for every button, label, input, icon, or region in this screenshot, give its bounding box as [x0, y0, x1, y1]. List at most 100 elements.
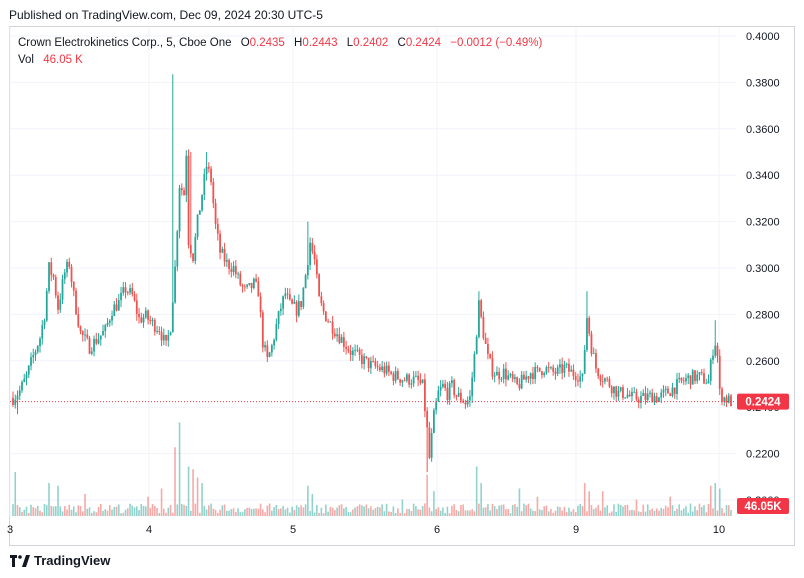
candle — [93, 335, 95, 357]
candle — [432, 408, 435, 434]
candle-body — [212, 181, 215, 204]
candle — [655, 392, 658, 404]
candle-body — [115, 304, 118, 311]
candle-body — [187, 155, 190, 245]
candle — [556, 364, 559, 377]
candle-body — [185, 155, 188, 196]
candle-body — [140, 317, 143, 323]
close-value: 0.2424 — [405, 37, 442, 49]
candle — [104, 323, 107, 338]
time-axis[interactable]: 3 4 5 6 9 10 — [7, 524, 725, 536]
volume-bar — [469, 510, 471, 516]
candle — [115, 298, 118, 312]
candle-body — [453, 380, 456, 396]
candle — [297, 294, 300, 318]
candle — [45, 288, 48, 322]
candle-body — [207, 166, 210, 169]
volume-bar — [374, 508, 377, 516]
volume-bar — [309, 511, 311, 516]
volume-bar — [358, 504, 361, 516]
candle — [183, 187, 185, 196]
volume-bar — [120, 513, 122, 516]
volume-bar — [408, 508, 410, 516]
candle-body — [615, 386, 618, 397]
candle-body — [169, 332, 172, 336]
candle-body — [460, 392, 462, 401]
candle-body — [556, 367, 559, 374]
volume-bar — [691, 511, 694, 516]
candle — [676, 372, 678, 400]
candle — [322, 300, 325, 315]
candle-body — [275, 324, 278, 340]
candle — [81, 330, 84, 342]
candle-body — [604, 378, 606, 382]
candle — [408, 373, 411, 388]
candle-body — [581, 373, 584, 377]
volume-bar — [444, 512, 446, 516]
candle-body — [138, 313, 140, 318]
volume-bar — [102, 510, 104, 516]
price-axis[interactable]: 0.4000 0.3800 0.3600 0.3400 0.3200 0.3000 0.28… — [746, 31, 780, 507]
volume-bar — [208, 505, 210, 516]
candle — [448, 381, 451, 406]
candle-body — [507, 375, 510, 380]
candle-body — [322, 303, 325, 312]
volume-bar — [669, 496, 672, 516]
candle — [529, 372, 532, 385]
volume-bar — [372, 509, 374, 516]
volume-bar — [117, 504, 120, 516]
volume-bar — [32, 507, 35, 516]
volume-bar — [79, 505, 82, 516]
candle — [291, 298, 293, 305]
candle-body — [77, 314, 80, 327]
candle-body — [599, 376, 602, 382]
candle — [509, 372, 512, 378]
time-tick-label: 4 — [146, 524, 152, 536]
candle-body — [694, 370, 696, 381]
volume-bar — [334, 510, 336, 516]
candle-body — [318, 274, 321, 297]
candle — [660, 388, 663, 404]
candle — [588, 315, 591, 337]
candle-body — [387, 365, 390, 372]
candle-body — [198, 210, 201, 215]
volume-bar — [163, 508, 165, 516]
tradingview-brand[interactable]: TradingView — [10, 553, 110, 568]
candle — [637, 396, 640, 409]
legend-volume-row: Vol 46.05 K — [18, 52, 542, 69]
volume-bar — [651, 508, 654, 516]
price-tick-label: 0.3000 — [746, 263, 780, 275]
candle-body — [624, 397, 627, 399]
time-tick-label: 5 — [290, 524, 296, 536]
candle — [169, 331, 172, 336]
candle — [464, 399, 467, 409]
candle — [243, 284, 246, 292]
volume-bar — [579, 504, 581, 516]
candle — [705, 378, 708, 385]
candle-body — [597, 368, 600, 377]
volume-bar — [439, 510, 442, 516]
volume-bar — [595, 507, 597, 516]
candle-body — [32, 355, 35, 358]
candle-body — [408, 374, 411, 385]
symbol-name[interactable]: Crown Electrokinetics Corp., 5, Cboe One — [18, 37, 232, 49]
candle-body — [410, 383, 413, 385]
candle-body — [313, 251, 316, 260]
volume-bar — [570, 511, 572, 516]
candle-body — [304, 275, 307, 289]
candle-body — [412, 376, 415, 384]
candle-body — [655, 396, 658, 402]
volume-bar — [428, 507, 431, 516]
candle — [79, 325, 82, 335]
candle-body — [356, 349, 359, 351]
candle — [534, 362, 537, 384]
publish-header: Published on TradingView.com, Dec 09, 20… — [9, 8, 323, 22]
candle-body — [707, 380, 710, 384]
candle-body — [378, 367, 381, 371]
volume-bar — [214, 509, 217, 516]
candle — [595, 349, 597, 373]
candle-body — [622, 387, 624, 398]
candle — [189, 152, 192, 258]
candle-body — [205, 166, 208, 174]
